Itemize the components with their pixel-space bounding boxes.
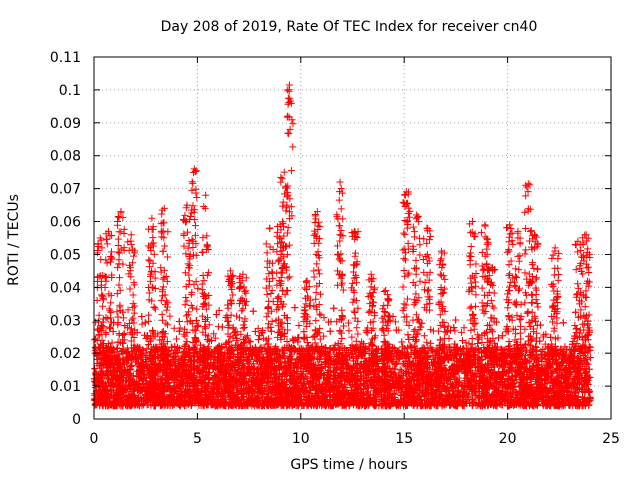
data-point [428,346,436,354]
data-point [172,335,180,343]
grid-lines [94,57,611,419]
data-point [474,340,482,348]
data-point [460,324,468,332]
data-point [392,318,400,326]
data-point [211,334,219,342]
data-point [210,330,218,338]
data-point [194,321,202,329]
data-point [338,335,346,343]
data-point [468,335,476,343]
data-point [517,335,525,343]
data-point [396,366,404,374]
data-points [90,81,594,410]
data-point [254,324,262,332]
data-point [176,324,184,332]
data-point [345,327,353,335]
data-point [145,317,153,325]
data-point [164,348,172,356]
data-point [138,320,146,328]
data-point [459,383,467,391]
data-point [143,345,151,353]
data-point [143,401,151,409]
data-point [113,344,121,352]
data-point [320,332,328,340]
data-point [367,382,375,390]
data-point [353,324,361,332]
data-point [108,339,116,347]
data-point [378,326,386,334]
data-point [295,322,303,330]
data-point [458,328,466,336]
data-point [479,306,487,314]
data-point [166,312,174,320]
data-point [113,308,121,316]
data-point [146,337,154,345]
data-point [451,327,459,335]
data-point [233,312,241,320]
data-point [579,320,587,328]
data-point [215,306,223,314]
